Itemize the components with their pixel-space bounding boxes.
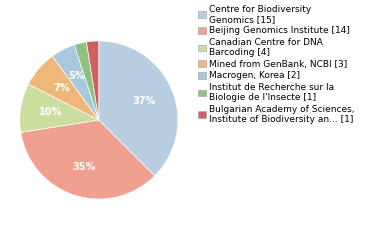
Wedge shape [86, 41, 99, 120]
Legend: Centre for Biodiversity
Genomics [15], Beijing Genomics Institute [14], Canadian: Centre for Biodiversity Genomics [15], B… [198, 5, 355, 124]
Wedge shape [21, 120, 155, 199]
Wedge shape [74, 42, 99, 120]
Wedge shape [20, 84, 99, 132]
Wedge shape [52, 45, 99, 120]
Wedge shape [28, 56, 99, 120]
Text: 10%: 10% [39, 107, 62, 117]
Text: 7%: 7% [53, 83, 70, 93]
Wedge shape [99, 41, 178, 176]
Text: 35%: 35% [72, 162, 95, 172]
Text: 37%: 37% [133, 96, 156, 106]
Text: 5%: 5% [68, 71, 85, 81]
